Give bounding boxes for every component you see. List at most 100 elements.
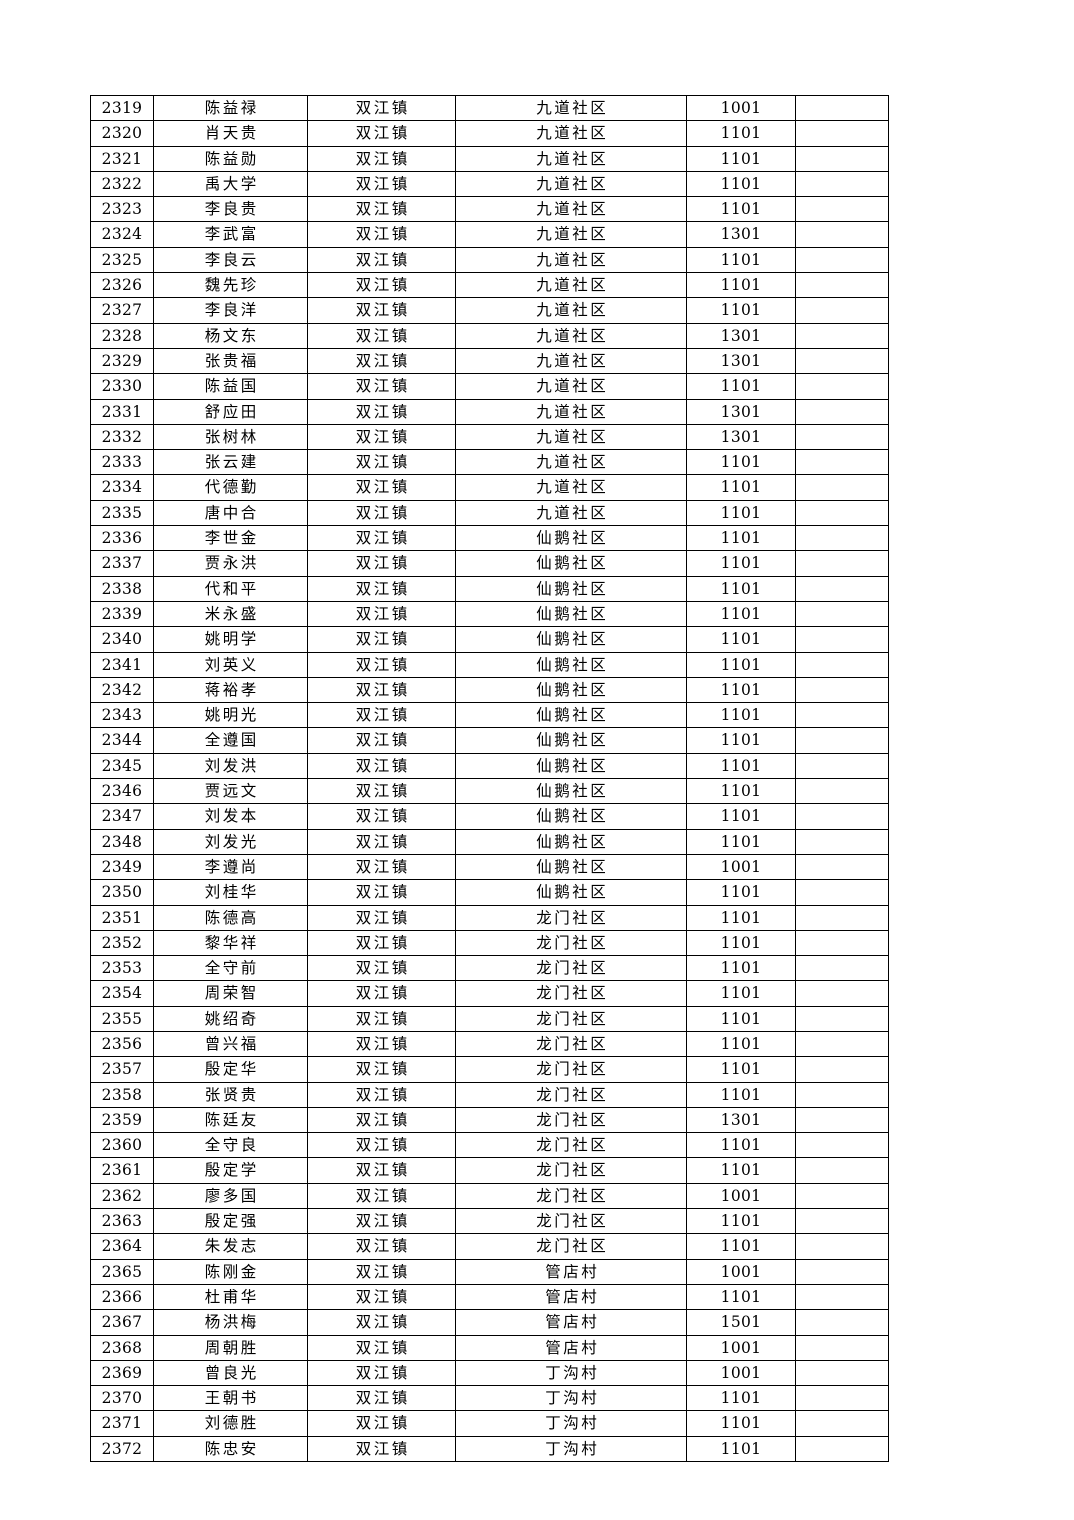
cell-name: 魏先珍 [153,272,308,299]
cell-village: 丁沟村 [455,1410,687,1437]
cell-amount: 1001 [686,1359,796,1387]
table-row: 2341 刘英义 双江镇 仙鹅社区 1101 [90,651,889,678]
cell-amount: 1101 [686,980,796,1007]
cell-note [795,1283,889,1311]
cell-sequence: 2357 [90,1056,154,1083]
cell-amount: 1101 [686,575,796,602]
table-row: 2364 朱发志 双江镇 龙门社区 1101 [90,1233,889,1260]
table-row: 2361 殷定学 双江镇 龙门社区 1101 [90,1157,889,1184]
cell-amount: 1101 [686,297,796,324]
cell-town: 双江镇 [307,474,456,501]
cell-village: 九道社区 [455,120,687,147]
cell-name: 杨洪梅 [153,1309,308,1336]
cell-name: 廖多国 [153,1182,308,1210]
cell-sequence: 2321 [90,145,154,172]
cell-town: 双江镇 [307,94,456,122]
cell-town: 双江镇 [307,449,456,476]
cell-sequence: 2353 [90,955,154,982]
cell-amount: 1101 [686,879,796,906]
table-row: 2359 陈廷友 双江镇 龙门社区 1301 [90,1106,889,1134]
cell-village: 管店村 [455,1334,687,1361]
table-row: 2354 周荣智 双江镇 龙门社区 1101 [90,980,889,1007]
cell-note [795,853,889,881]
cell-name: 刘发光 [153,828,308,855]
cell-sequence: 2319 [90,94,154,122]
cell-name: 张贵福 [153,347,308,375]
cell-note [795,1359,889,1387]
cell-town: 双江镇 [307,1385,456,1412]
cell-amount: 1501 [686,1309,796,1336]
cell-sequence: 2362 [90,1182,154,1210]
cell-name: 贾远文 [153,778,308,805]
cell-amount: 1301 [686,1106,796,1134]
cell-town: 双江镇 [307,1334,456,1361]
cell-name: 李世金 [153,525,308,552]
cell-sequence: 2369 [90,1359,154,1387]
cell-name: 姚绍奇 [153,1005,308,1032]
table-row: 2345 刘发洪 双江镇 仙鹅社区 1101 [90,752,889,780]
cell-village: 龙门社区 [455,1132,687,1159]
cell-sequence: 2320 [90,120,154,147]
cell-amount: 1101 [686,904,796,931]
table-row: 2357 殷定华 双江镇 龙门社区 1101 [90,1056,889,1083]
cell-town: 双江镇 [307,1208,456,1235]
cell-name: 李遵尚 [153,853,308,881]
table-row: 2331 舒应田 双江镇 九道社区 1301 [90,398,889,425]
cell-village: 九道社区 [455,221,687,248]
table-row: 2351 陈德高 双江镇 龙门社区 1101 [90,904,889,931]
cell-note [795,1182,889,1210]
cell-name: 陈益国 [153,373,308,400]
cell-name: 李武富 [153,221,308,248]
cell-town: 双江镇 [307,170,456,198]
cell-village: 龙门社区 [455,1182,687,1210]
cell-town: 双江镇 [307,221,456,248]
cell-village: 龙门社区 [455,1157,687,1184]
roster-table-wrapper: 2319 陈益禄 双江镇 九道社区 1001 2320 肖天贵 双江镇 九道社区 1101 2321… [90,94,889,1463]
cell-sequence: 2358 [90,1081,154,1108]
cell-amount: 1101 [686,196,796,223]
cell-name: 刘德胜 [153,1410,308,1437]
cell-sequence: 2327 [90,297,154,324]
cell-note [795,499,889,527]
table-row: 2360 全守良 双江镇 龙门社区 1101 [90,1132,889,1159]
cell-village: 九道社区 [455,474,687,501]
cell-name: 全守良 [153,1132,308,1159]
cell-sequence: 2368 [90,1334,154,1361]
cell-note [795,1106,889,1134]
cell-amount: 1301 [686,423,796,451]
cell-name: 姚明学 [153,626,308,653]
table-row: 2353 全守前 双江镇 龙门社区 1101 [90,955,889,982]
table-row: 2322 禹大学 双江镇 九道社区 1101 [90,170,889,198]
cell-village: 仙鹅社区 [455,651,687,678]
table-row: 2342 蒋裕孝 双江镇 仙鹅社区 1101 [90,676,889,704]
cell-sequence: 2371 [90,1410,154,1437]
cell-amount: 1101 [686,1385,796,1412]
cell-note [795,828,889,855]
cell-note [795,1132,889,1159]
cell-village: 龙门社区 [455,929,687,957]
cell-town: 双江镇 [307,1005,456,1032]
cell-amount: 1101 [686,1233,796,1260]
table-row: 2323 李良贵 双江镇 九道社区 1101 [90,196,889,223]
cell-note [795,575,889,602]
cell-sequence: 2339 [90,600,154,628]
cell-amount: 1101 [686,955,796,982]
table-row: 2332 张树林 双江镇 九道社区 1301 [90,423,889,451]
cell-amount: 1101 [686,272,796,299]
cell-note [795,702,889,729]
table-row: 2346 贾远文 双江镇 仙鹅社区 1101 [90,778,889,805]
cell-note [795,1157,889,1184]
cell-sequence: 2355 [90,1005,154,1032]
table-row: 2358 张贤贵 双江镇 龙门社区 1101 [90,1081,889,1108]
cell-village: 仙鹅社区 [455,727,687,754]
cell-town: 双江镇 [307,1359,456,1387]
cell-town: 双江镇 [307,1182,456,1210]
cell-name: 全遵国 [153,727,308,754]
cell-village: 丁沟村 [455,1385,687,1412]
cell-village: 九道社区 [455,423,687,451]
cell-sequence: 2365 [90,1258,154,1285]
cell-village: 仙鹅社区 [455,600,687,628]
cell-name: 全守前 [153,955,308,982]
cell-village: 龙门社区 [455,980,687,1007]
